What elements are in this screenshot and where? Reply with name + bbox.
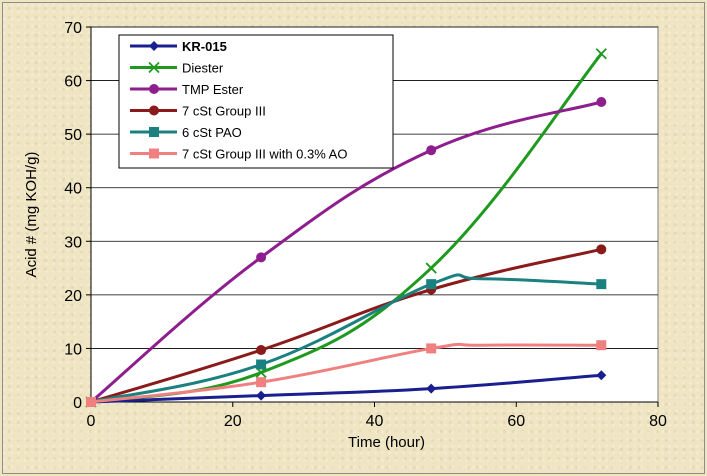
legend-label: 7 cSt Group III with 0.3% AO xyxy=(182,147,347,162)
legend-item: 6 cSt PAO xyxy=(130,125,242,140)
series-kr-015 xyxy=(86,370,607,407)
x-tick-label: 80 xyxy=(649,413,667,430)
legend-swatch-marker xyxy=(149,41,159,51)
legend-swatch-marker xyxy=(149,148,159,159)
y-tick-label: 30 xyxy=(64,234,82,251)
data-point xyxy=(256,252,267,263)
y-tick-label: 70 xyxy=(64,20,82,37)
series-line xyxy=(90,373,602,404)
axes: 0 10 20 30 40 50 60 70 0 20 40 60 80 xyxy=(64,20,667,430)
data-point xyxy=(426,343,437,354)
data-point xyxy=(425,262,437,274)
legend-swatch-marker xyxy=(148,61,160,74)
legend-label: 7 cSt Group III xyxy=(182,104,266,119)
series-7-cst-group-iii-with-0-3-ao xyxy=(86,340,607,407)
data-point xyxy=(596,340,607,351)
x-tick-label: 60 xyxy=(507,413,525,430)
y-tick-label: 60 xyxy=(64,74,82,91)
data-point xyxy=(426,383,437,394)
data-point xyxy=(596,279,607,290)
legend-item: Diester xyxy=(130,61,224,76)
x-tick-label: 40 xyxy=(366,413,384,430)
y-tick-label: 50 xyxy=(64,127,82,144)
y-axis-label: Acid # (mg KOH/g) xyxy=(23,152,40,278)
legend: KR-015 Diester TMP Ester 7 cSt Group III 6 c… xyxy=(118,34,394,169)
marker-stroke xyxy=(425,262,437,274)
legend-item: 7 cSt Group III with 0.3% AO xyxy=(130,147,347,162)
y-tick-label: 10 xyxy=(64,341,82,358)
x-tick-label: 0 xyxy=(87,413,96,430)
grid-lines xyxy=(91,26,658,349)
legend-swatch-marker xyxy=(149,127,159,137)
legend-label: Diester xyxy=(182,61,224,76)
marker-stroke xyxy=(595,48,607,60)
x-axis-label: Time (hour) xyxy=(348,434,425,451)
data-point xyxy=(596,370,607,381)
legend-label: KR-015 xyxy=(182,39,227,54)
data-point xyxy=(596,244,607,255)
data-point xyxy=(256,377,267,388)
legend-swatch-marker xyxy=(149,84,159,94)
legend-label: 6 cSt PAO xyxy=(182,125,242,140)
data-point xyxy=(86,397,96,407)
y-tick-label: 0 xyxy=(73,395,82,412)
series-line xyxy=(90,247,602,404)
data-point xyxy=(426,279,437,290)
marker-stroke xyxy=(148,61,160,74)
legend-item: KR-015 xyxy=(130,39,227,54)
data-point xyxy=(256,359,267,370)
legend-box xyxy=(118,34,394,169)
legend-label: TMP Ester xyxy=(182,82,244,97)
data-point xyxy=(426,145,437,156)
series-line xyxy=(90,100,602,404)
x-tick-label: 20 xyxy=(224,413,242,430)
data-point xyxy=(256,390,267,401)
legend-swatch-marker xyxy=(149,105,159,116)
data-point xyxy=(595,48,607,60)
legend-item: 7 cSt Group III xyxy=(130,104,266,119)
y-tick-label: 20 xyxy=(64,288,82,305)
series-line xyxy=(90,342,602,404)
series-layer xyxy=(85,48,607,408)
data-point xyxy=(596,97,607,107)
y-tick-label: 40 xyxy=(64,181,82,198)
legend-item: TMP Ester xyxy=(130,82,244,97)
series-line xyxy=(90,273,602,404)
data-point xyxy=(256,345,267,356)
